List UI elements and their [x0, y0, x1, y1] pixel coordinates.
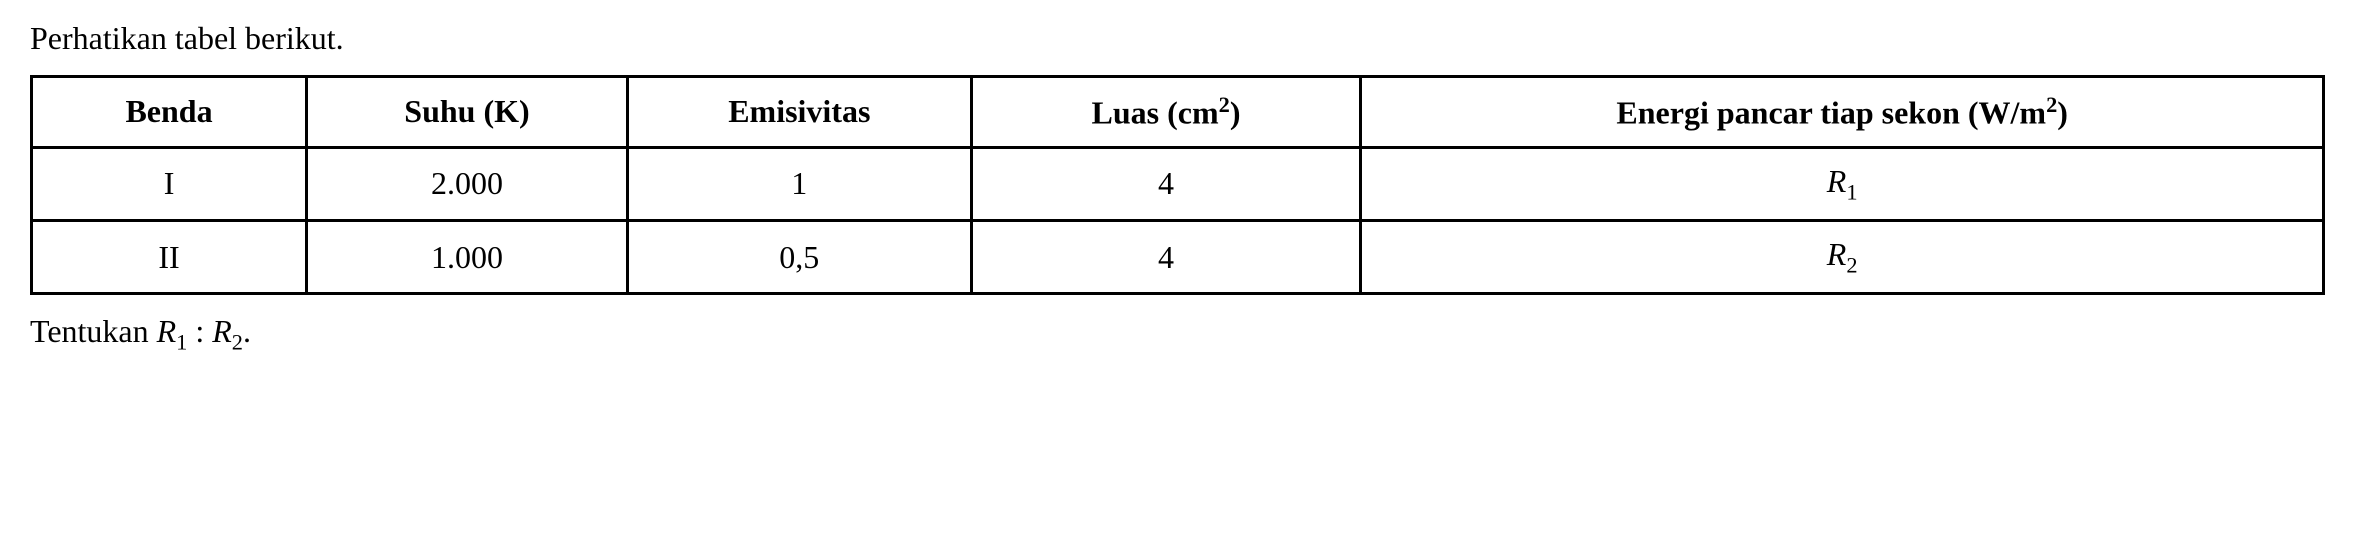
- cell-luas: 4: [971, 147, 1361, 220]
- intro-text: Perhatikan tabel berikut.: [30, 20, 2325, 57]
- header-emisivitas: Emisivitas: [627, 77, 971, 148]
- cell-emisivitas: 0,5: [627, 221, 971, 294]
- cell-suhu: 2.000: [307, 147, 628, 220]
- physics-table: Benda Suhu (K) Emisivitas Luas (cm2) Ene…: [30, 75, 2325, 295]
- table-row: I 2.000 1 4 R1: [32, 147, 2324, 220]
- table-row: II 1.000 0,5 4 R2: [32, 221, 2324, 294]
- header-energi: Energi pancar tiap sekon (W/m2): [1361, 77, 2324, 148]
- header-luas: Luas (cm2): [971, 77, 1361, 148]
- cell-emisivitas: 1: [627, 147, 971, 220]
- closing-text: Tentukan R1 : R2.: [30, 313, 2325, 355]
- cell-energi: R2: [1361, 221, 2324, 294]
- cell-benda: I: [32, 147, 307, 220]
- cell-energi: R1: [1361, 147, 2324, 220]
- header-benda: Benda: [32, 77, 307, 148]
- cell-benda: II: [32, 221, 307, 294]
- header-suhu: Suhu (K): [307, 77, 628, 148]
- cell-luas: 4: [971, 221, 1361, 294]
- table-header-row: Benda Suhu (K) Emisivitas Luas (cm2) Ene…: [32, 77, 2324, 148]
- cell-suhu: 1.000: [307, 221, 628, 294]
